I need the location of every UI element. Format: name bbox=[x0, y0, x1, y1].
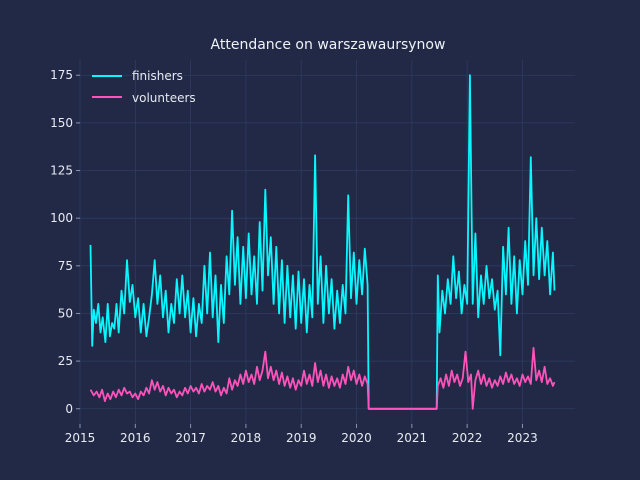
y-tick-label: 125 bbox=[50, 164, 73, 178]
x-axis: 2015 2016 2017 2018 2019 2020 2021 2022 2023 bbox=[65, 424, 538, 445]
x-tick-label: 2022 bbox=[452, 431, 483, 445]
chart-title: Attendance on warszawaursynow bbox=[211, 37, 446, 53]
y-tick-label: 100 bbox=[50, 211, 73, 225]
series-line-volunteers bbox=[89, 346, 556, 410]
y-tick-label: 0 bbox=[65, 402, 73, 416]
legend-label-finishers: finishers bbox=[132, 69, 183, 83]
legend-label-volunteers: volunteers bbox=[132, 91, 196, 105]
x-tick-label: 2016 bbox=[120, 431, 151, 445]
x-tick-label: 2018 bbox=[231, 431, 262, 445]
y-tick-label: 75 bbox=[58, 259, 73, 273]
legend: finishers volunteers bbox=[92, 69, 196, 105]
x-tick-label: 2020 bbox=[341, 431, 372, 445]
y-tick-label: 175 bbox=[50, 68, 73, 82]
x-tick-label: 2023 bbox=[507, 431, 538, 445]
y-tick-label: 50 bbox=[58, 306, 73, 320]
y-tick-label: 150 bbox=[50, 116, 73, 130]
y-axis: 0 25 50 75 100 125 150 175 bbox=[50, 68, 80, 416]
y-tick-label: 25 bbox=[58, 354, 73, 368]
x-tick-label: 2017 bbox=[175, 431, 206, 445]
x-tick-label: 2019 bbox=[286, 431, 317, 445]
x-tick-label: 2021 bbox=[397, 431, 428, 445]
series-lines bbox=[89, 74, 556, 410]
series-line-finishers bbox=[89, 74, 556, 410]
x-tick-label: 2015 bbox=[65, 431, 96, 445]
